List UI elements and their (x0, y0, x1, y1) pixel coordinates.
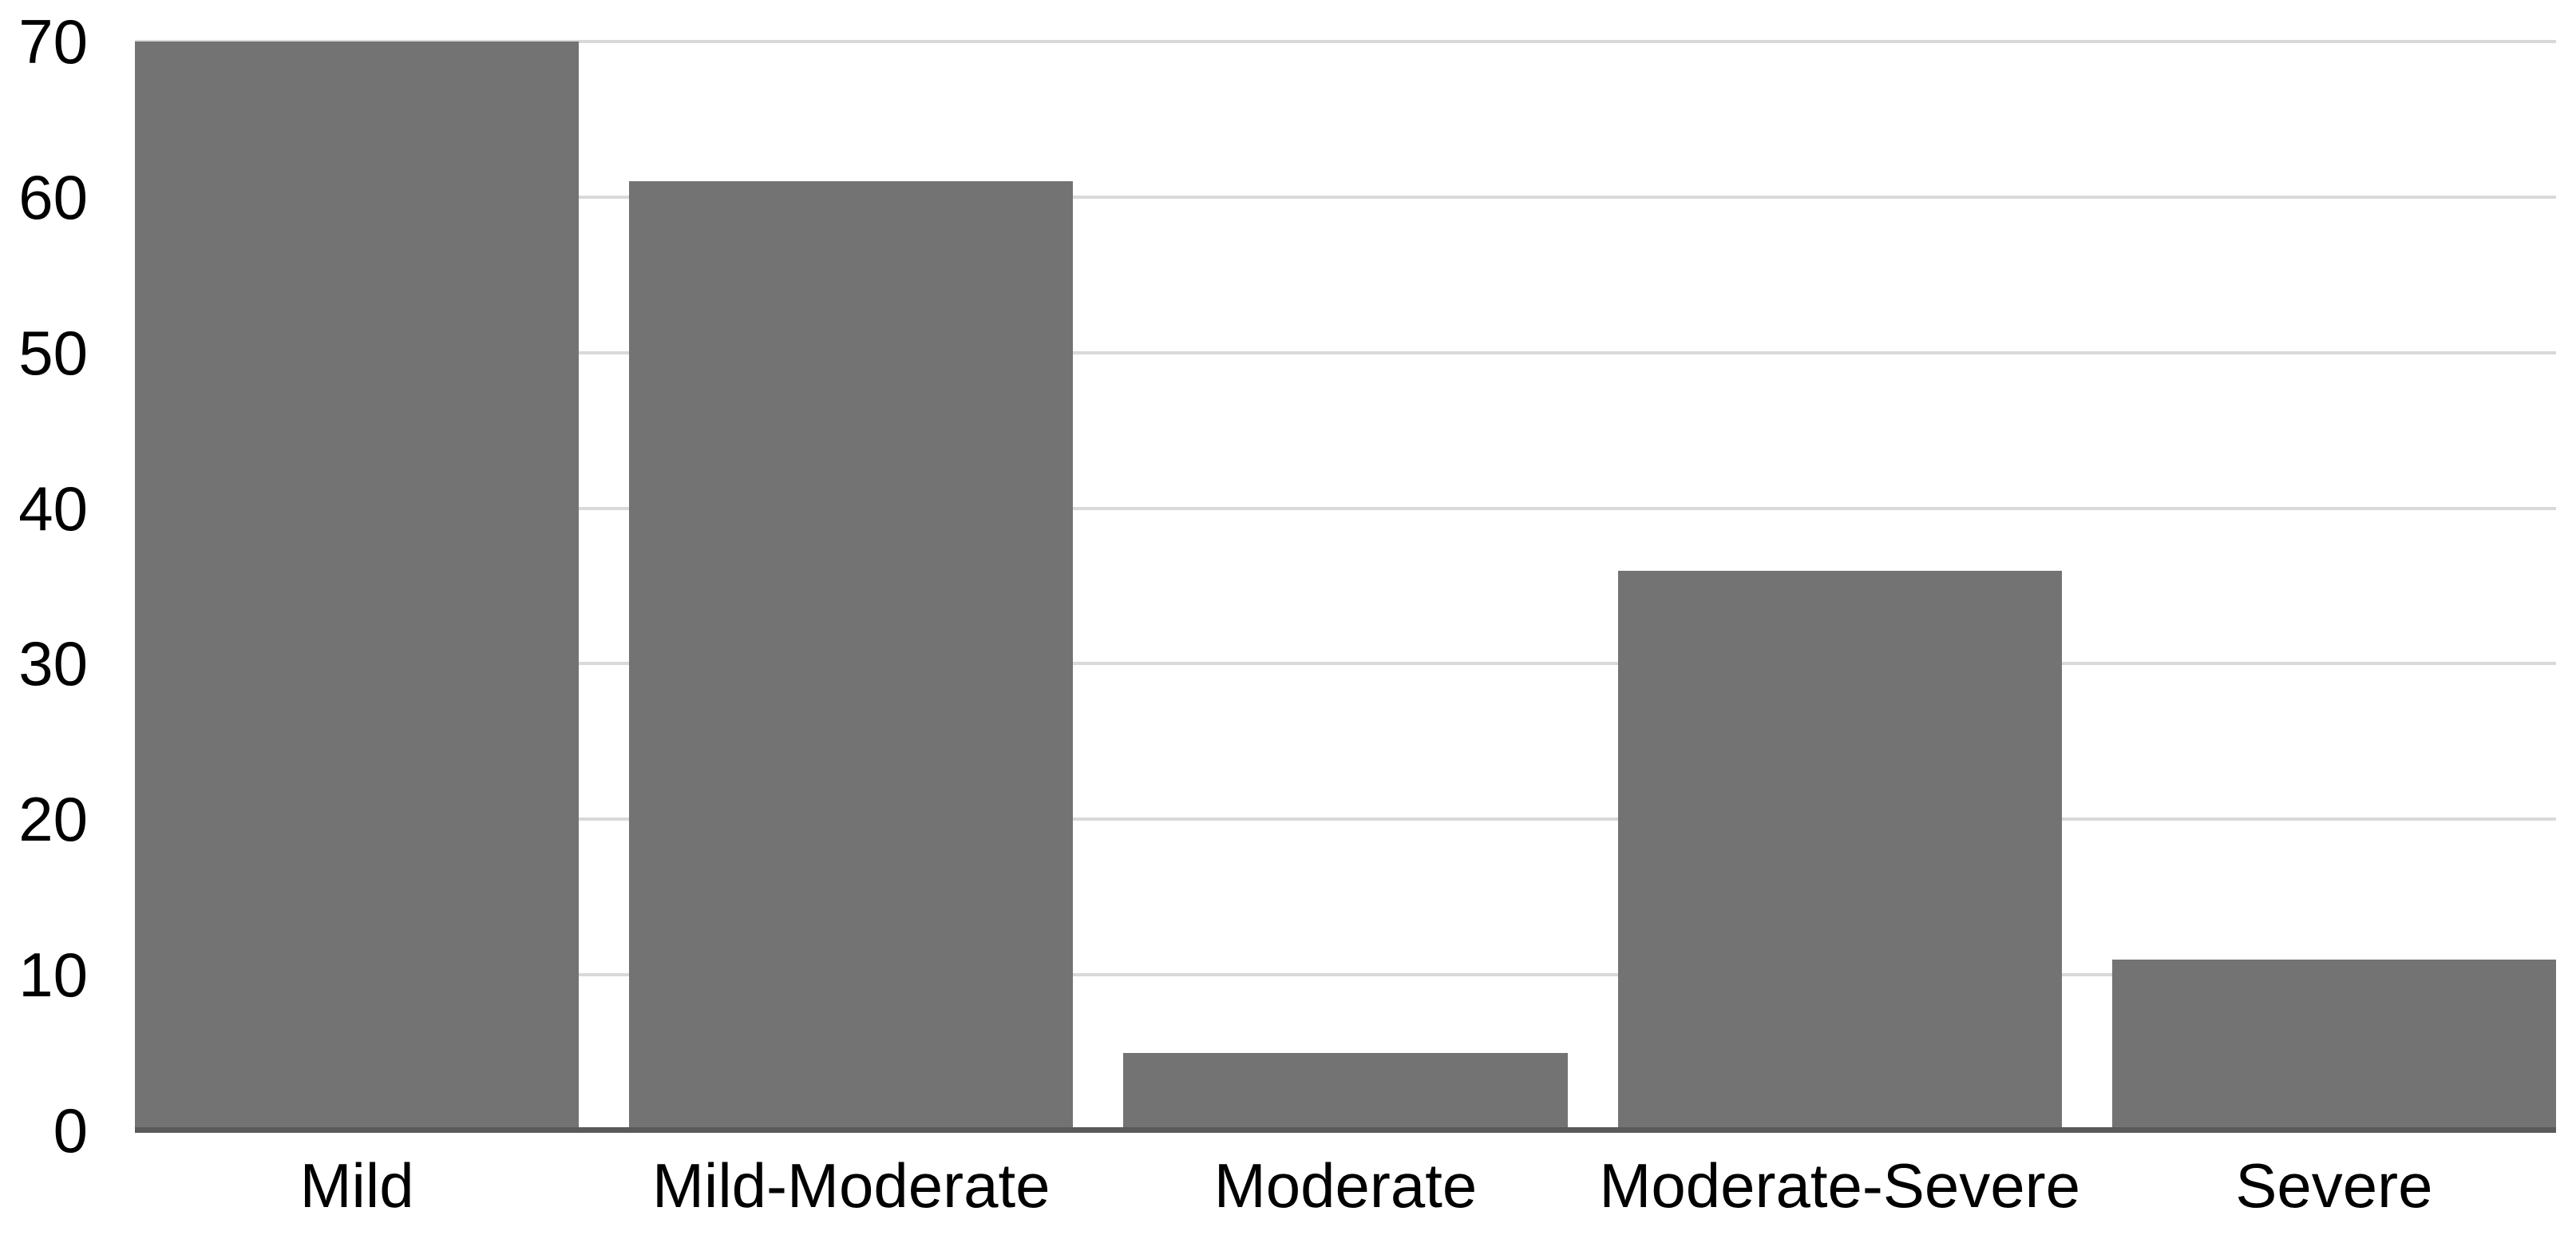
gridline-20 (135, 817, 2556, 821)
x-axis-line (135, 1127, 2556, 1133)
gridline-70 (135, 40, 2556, 43)
y-tick-label-30: 30 (18, 628, 88, 699)
y-tick-label-0: 0 (53, 1095, 88, 1166)
y-tick-label-10: 10 (18, 940, 88, 1011)
gridline-60 (135, 195, 2556, 199)
y-tick-label-60: 60 (18, 161, 88, 232)
bar-mild-moderate (629, 181, 1074, 1130)
x-category-label-severe: Severe (2235, 1150, 2433, 1221)
bar-moderate (1123, 1052, 1568, 1130)
y-tick-label-50: 50 (18, 317, 88, 388)
bar-moderate-severe (1617, 570, 2062, 1130)
y-tick-label-40: 40 (18, 473, 88, 544)
x-category-label-mild-moderate: Mild-Moderate (652, 1150, 1051, 1221)
y-tick-label-70: 70 (18, 6, 88, 77)
x-category-label-moderate-severe: Moderate-Severe (1599, 1150, 2081, 1221)
gridline-10 (135, 973, 2556, 977)
y-tick-label-20: 20 (18, 784, 88, 855)
plot-area (135, 40, 2556, 1133)
bar-mild (135, 42, 580, 1130)
x-category-label-mild: Mild (299, 1150, 414, 1221)
x-category-label-moderate: Moderate (1213, 1150, 1478, 1221)
gridline-30 (135, 662, 2556, 666)
gridline-40 (135, 506, 2556, 510)
bar-severe (2111, 959, 2556, 1130)
gridline-50 (135, 350, 2556, 354)
